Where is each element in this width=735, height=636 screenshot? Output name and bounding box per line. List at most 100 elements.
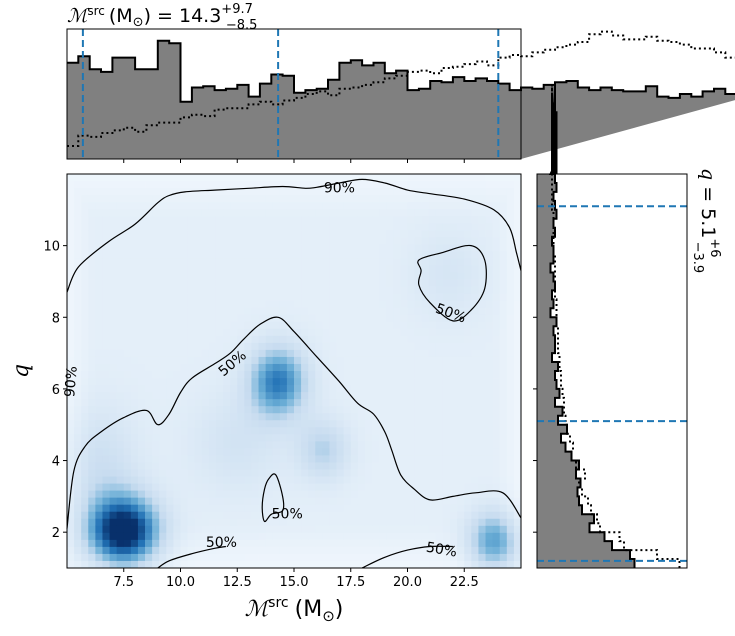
heatmap-cell — [180, 307, 188, 316]
heatmap-cell — [265, 237, 274, 245]
heatmap-cell — [386, 406, 394, 414]
heatmap-cell — [407, 349, 415, 358]
heatmap-cell — [109, 300, 118, 309]
heatmap-cell — [130, 293, 139, 302]
heatmap-cell — [230, 216, 238, 224]
heatmap-cell — [180, 237, 188, 245]
heatmap-cell — [194, 546, 203, 555]
heatmap-cell — [464, 546, 472, 555]
heatmap-cell — [67, 469, 75, 477]
heatmap-cell — [414, 328, 423, 337]
heatmap-cell — [88, 539, 96, 548]
heatmap-cell — [123, 560, 132, 569]
heatmap-cell — [513, 230, 522, 238]
heatmap-cell — [357, 406, 366, 414]
heatmap-cell — [421, 356, 430, 365]
heatmap-cell — [67, 174, 75, 182]
heatmap-cell — [230, 223, 238, 231]
heatmap-cell — [407, 413, 415, 421]
heatmap-cell — [492, 251, 501, 259]
heatmap-cell — [308, 195, 316, 203]
heatmap-cell — [137, 448, 146, 456]
heatmap-cell — [499, 525, 508, 534]
heatmap-cell — [237, 293, 245, 302]
heatmap-cell — [223, 490, 231, 499]
heatmap-cell — [414, 504, 423, 513]
heatmap-cell — [379, 441, 387, 449]
heatmap-cell — [407, 525, 415, 534]
heatmap-cell — [208, 181, 217, 189]
y-axis-label: q — [9, 364, 34, 378]
heatmap-cell — [74, 307, 82, 316]
heatmap-cell — [485, 286, 494, 295]
heatmap-cell — [208, 434, 217, 442]
heatmap-cell — [350, 335, 359, 344]
heatmap-cell — [329, 321, 337, 330]
heatmap-cell — [450, 230, 458, 238]
heatmap-cell — [215, 385, 224, 393]
heatmap-cell — [88, 448, 96, 456]
heatmap-cell — [145, 272, 153, 280]
heatmap-cell — [294, 427, 302, 435]
heatmap-cell — [294, 181, 302, 189]
heatmap-cell — [237, 385, 245, 393]
heatmap-cell — [258, 363, 267, 372]
heatmap-cell — [159, 307, 167, 316]
heatmap-cell — [364, 392, 373, 400]
heatmap-cell — [407, 448, 415, 456]
heatmap-cell — [223, 399, 231, 407]
heatmap-cell — [492, 237, 501, 245]
heatmap-cell — [421, 174, 430, 182]
heatmap-cell — [329, 314, 337, 323]
heatmap-cell — [272, 328, 281, 337]
heatmap-cell — [336, 469, 345, 477]
heatmap-cell — [428, 314, 437, 323]
heatmap-cell — [506, 378, 515, 386]
heatmap-cell — [506, 525, 515, 534]
heatmap-cell — [364, 504, 373, 513]
heatmap-cell — [513, 195, 522, 203]
heatmap-cell — [428, 321, 437, 330]
heatmap-cell — [180, 490, 188, 499]
heatmap-cell — [450, 504, 458, 513]
heatmap-cell — [492, 483, 501, 492]
heatmap-cell — [180, 504, 188, 513]
heatmap-cell — [67, 497, 75, 506]
heatmap-cell — [478, 335, 486, 344]
heatmap-cell — [386, 363, 394, 372]
heatmap-cell — [435, 300, 444, 309]
heatmap-cell — [308, 448, 316, 456]
heatmap-cell — [223, 363, 231, 372]
heatmap-cell — [414, 244, 423, 252]
heatmap-cell — [414, 462, 423, 470]
heatmap-cell — [357, 511, 366, 520]
heatmap-cell — [279, 476, 288, 484]
heatmap-cell — [187, 385, 196, 393]
heatmap-cell — [265, 321, 274, 330]
heatmap-cell — [187, 356, 196, 365]
heatmap-cell — [286, 230, 295, 238]
heatmap-cell — [180, 356, 188, 365]
heatmap-cell — [506, 216, 515, 224]
contour-50pct — [261, 473, 285, 523]
heatmap-cell — [180, 293, 188, 302]
heatmap-cell — [336, 532, 345, 541]
heatmap-cell — [102, 518, 110, 527]
heatmap-cell — [194, 441, 203, 449]
heatmap-cell — [350, 209, 359, 217]
heatmap-cell — [251, 427, 259, 435]
heatmap-cell — [343, 441, 352, 449]
heatmap-cell — [67, 321, 75, 330]
heatmap-cell — [187, 314, 196, 323]
heatmap-cell — [130, 504, 139, 513]
heatmap-cell — [201, 525, 210, 534]
heatmap-cell — [67, 342, 75, 351]
heatmap-cell — [81, 300, 89, 309]
heatmap-cell — [315, 272, 323, 280]
heatmap-cell — [102, 265, 110, 273]
heatmap-cell — [173, 462, 181, 470]
heatmap-cell — [102, 427, 110, 435]
heatmap-cell — [258, 539, 267, 548]
heatmap-cell — [88, 272, 96, 280]
heatmap-cell — [364, 469, 373, 477]
